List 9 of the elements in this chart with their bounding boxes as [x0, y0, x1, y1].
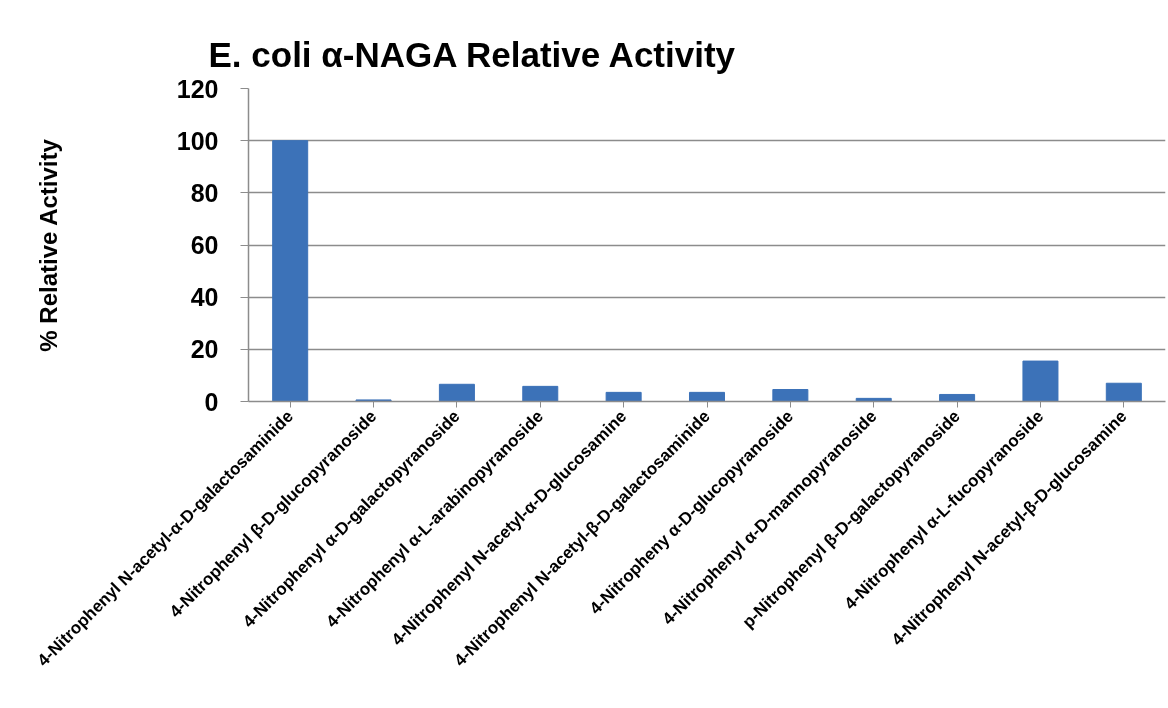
- y-tick-label: 80: [190, 178, 219, 207]
- y-tick-label: 60: [190, 231, 219, 259]
- y-tick-label: 100: [176, 126, 219, 155]
- y-tick-label: 20: [190, 335, 219, 364]
- y-tick-label: 40: [190, 283, 219, 312]
- y-tick-label: 0: [204, 387, 219, 416]
- y-axis-title: % Relative Activity: [34, 138, 62, 352]
- chart-title: E. coli α-NAGA Relative Activity: [208, 34, 736, 74]
- y-tick-label: 120: [176, 74, 219, 103]
